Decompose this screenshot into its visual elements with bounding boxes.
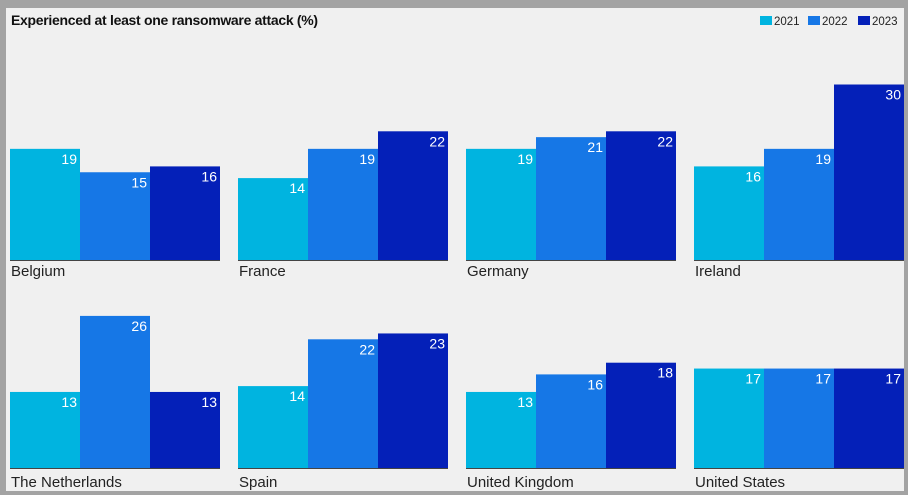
country-label-france: France bbox=[239, 263, 286, 280]
bar-the-netherlands-2021 bbox=[10, 391, 80, 468]
bar-germany-2023 bbox=[606, 131, 676, 260]
bar-belgium-2022 bbox=[80, 172, 150, 260]
country-label-spain: Spain bbox=[239, 474, 277, 491]
bar-united-kingdom-2023 bbox=[606, 362, 676, 468]
panel-spain: 14 22 23 Spain bbox=[238, 333, 448, 491]
bar-ireland-2022 bbox=[764, 148, 834, 260]
data-label-belgium-2023: 16 bbox=[201, 168, 217, 184]
data-label-belgium-2021: 19 bbox=[61, 151, 77, 167]
chart-title: Experienced at least one ransomware atta… bbox=[11, 12, 318, 28]
bar-france-2023 bbox=[378, 131, 448, 260]
bar-spain-2021 bbox=[238, 386, 308, 468]
bar-germany-2021 bbox=[466, 148, 536, 260]
legend-swatch-2021 bbox=[760, 16, 772, 25]
data-label-belgium-2022: 15 bbox=[131, 174, 147, 190]
small-multiples: 19 15 16 Belgium 14 19 22 France 19 21 22 Germany 16… bbox=[10, 84, 904, 491]
bar-united-states-2021 bbox=[694, 368, 764, 468]
bar-united-states-2022 bbox=[764, 368, 834, 468]
bar-france-2021 bbox=[238, 178, 308, 260]
panel-the-netherlands: 13 26 13 The Netherlands bbox=[10, 315, 220, 491]
data-label-united-kingdom-2023: 18 bbox=[657, 365, 673, 381]
legend: 2021 2022 2023 bbox=[760, 16, 898, 28]
data-label-united-kingdom-2021: 13 bbox=[517, 394, 533, 410]
country-label-belgium: Belgium bbox=[11, 263, 65, 280]
data-label-the-netherlands-2023: 13 bbox=[201, 394, 217, 410]
data-label-united-states-2023: 17 bbox=[885, 371, 901, 387]
panel-united-kingdom: 13 16 18 United Kingdom bbox=[466, 362, 676, 491]
legend-swatch-2023 bbox=[858, 16, 870, 25]
data-label-united-kingdom-2022: 16 bbox=[587, 376, 603, 392]
data-label-france-2021: 14 bbox=[289, 180, 305, 196]
data-label-ireland-2021: 16 bbox=[745, 168, 761, 184]
panel-france: 14 19 22 France bbox=[238, 131, 448, 280]
country-label-united-states: United States bbox=[695, 474, 785, 491]
bar-belgium-2023 bbox=[150, 166, 220, 260]
bar-the-netherlands-2023 bbox=[150, 391, 220, 468]
data-label-spain-2021: 14 bbox=[289, 388, 305, 404]
data-label-france-2023: 22 bbox=[429, 133, 445, 149]
legend-label-2023: 2023 bbox=[872, 16, 898, 28]
data-label-germany-2023: 22 bbox=[657, 133, 673, 149]
data-label-germany-2022: 21 bbox=[587, 139, 603, 155]
chart-svg: Experienced at least one ransomware atta… bbox=[10, 12, 904, 491]
data-label-united-states-2021: 17 bbox=[745, 371, 761, 387]
data-label-ireland-2023: 30 bbox=[885, 87, 901, 103]
panel-ireland: 16 19 30 Ireland bbox=[694, 84, 904, 280]
bar-united-kingdom-2021 bbox=[466, 391, 536, 468]
panel-united-states: 17 17 17 United States bbox=[694, 368, 904, 491]
data-label-france-2022: 19 bbox=[359, 151, 375, 167]
legend-label-2021: 2021 bbox=[774, 16, 800, 28]
chart-panel: Experienced at least one ransomware atta… bbox=[6, 8, 904, 491]
data-label-the-netherlands-2021: 13 bbox=[61, 394, 77, 410]
bar-ireland-2023 bbox=[834, 84, 904, 260]
legend-swatch-2022 bbox=[808, 16, 820, 25]
data-label-the-netherlands-2022: 26 bbox=[131, 318, 147, 334]
data-label-ireland-2022: 19 bbox=[815, 151, 831, 167]
data-label-spain-2023: 23 bbox=[429, 335, 445, 351]
panel-belgium: 19 15 16 Belgium bbox=[10, 148, 220, 280]
bar-belgium-2021 bbox=[10, 148, 80, 260]
bar-ireland-2021 bbox=[694, 166, 764, 260]
data-label-united-states-2022: 17 bbox=[815, 371, 831, 387]
data-label-spain-2022: 22 bbox=[359, 341, 375, 357]
bar-the-netherlands-2022 bbox=[80, 315, 150, 468]
bar-france-2022 bbox=[308, 148, 378, 260]
data-label-germany-2021: 19 bbox=[517, 151, 533, 167]
panel-germany: 19 21 22 Germany bbox=[466, 131, 676, 280]
bar-united-kingdom-2022 bbox=[536, 374, 606, 468]
bar-spain-2022 bbox=[308, 339, 378, 468]
country-label-the-netherlands: The Netherlands bbox=[11, 474, 122, 491]
country-label-ireland: Ireland bbox=[695, 263, 741, 280]
bar-united-states-2023 bbox=[834, 368, 904, 468]
legend-label-2022: 2022 bbox=[822, 16, 848, 28]
country-label-united-kingdom: United Kingdom bbox=[467, 474, 574, 491]
bar-spain-2023 bbox=[378, 333, 448, 468]
bar-germany-2022 bbox=[536, 137, 606, 260]
country-label-germany: Germany bbox=[467, 263, 529, 280]
